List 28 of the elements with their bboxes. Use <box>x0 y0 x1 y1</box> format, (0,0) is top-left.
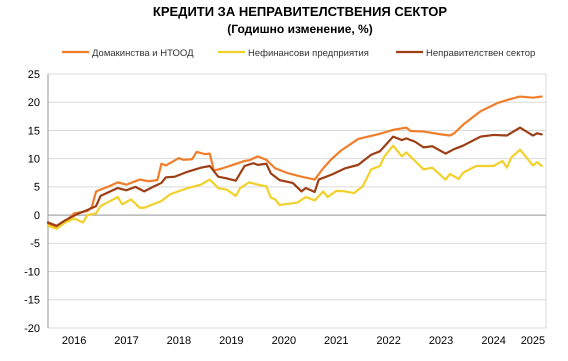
x-tick-label: 2021 <box>324 335 349 347</box>
y-tick-label: -10 <box>24 266 40 278</box>
x-tick-label: 2016 <box>62 335 86 347</box>
x-tick-label: 2025 <box>520 335 546 347</box>
x-tick-label: 2023 <box>428 335 454 347</box>
x-tick-label: 2019 <box>219 335 244 347</box>
y-tick-label: -5 <box>30 238 40 250</box>
chart-title: КРЕДИТИ ЗА НЕПРАВИТЕЛСТВЕНИЯ СЕКТОР <box>152 4 448 19</box>
y-tick-label: -20 <box>24 322 40 335</box>
line-series <box>46 144 543 230</box>
y-tick-label: 10 <box>28 154 40 166</box>
y-tick-label: 25 <box>28 68 40 81</box>
y-tick-label: -15 <box>24 294 40 307</box>
y-tick-label: 15 <box>28 125 40 138</box>
line-series <box>46 126 543 227</box>
x-tick-label: 2017 <box>114 335 139 347</box>
x-tick-label: 2024 <box>481 335 506 347</box>
legend-label: Неправителствен сектор <box>426 48 536 59</box>
x-tick-label: 2018 <box>166 335 192 347</box>
y-tick-label: 0 <box>34 210 40 222</box>
y-tick-label: 5 <box>34 182 40 194</box>
x-tick-label: 2022 <box>376 335 401 347</box>
chart-subtitle: (Годишно изменение, %) <box>227 22 373 36</box>
x-tick-label: 2020 <box>272 335 296 347</box>
legend-label: Нефинансови предприятия <box>248 48 369 59</box>
line-series <box>46 95 543 229</box>
legend-label: Домакинства и НТООД <box>92 48 194 59</box>
y-tick-label: 20 <box>28 97 40 110</box>
